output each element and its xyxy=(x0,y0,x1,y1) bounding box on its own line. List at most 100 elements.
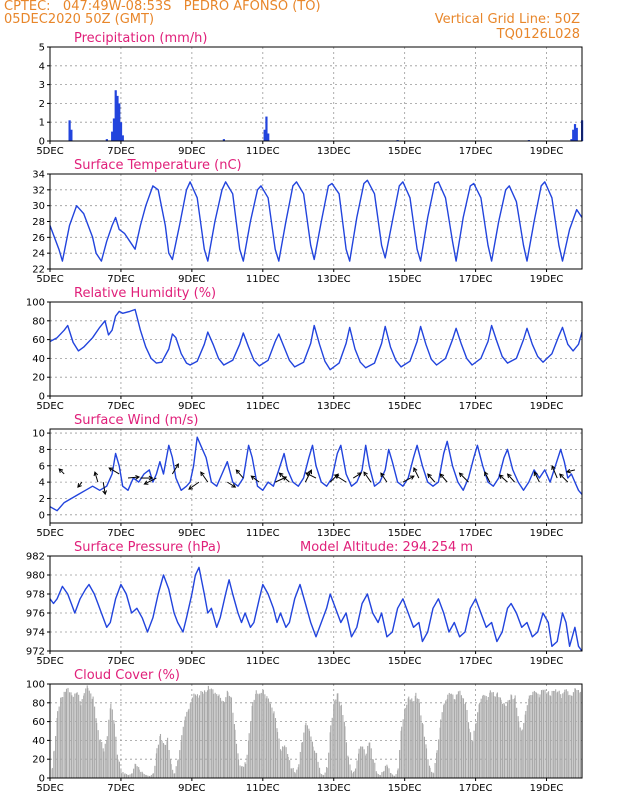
wind-vector-shaft xyxy=(533,471,540,483)
cloud-bar xyxy=(308,730,311,778)
cloud-bar xyxy=(477,712,479,778)
cloud-bar xyxy=(429,767,431,778)
cloud-bar xyxy=(377,774,379,778)
wind-vector-head xyxy=(439,473,445,479)
cloud-bar xyxy=(438,739,440,778)
temp-ytick-label: 30 xyxy=(32,201,45,212)
cloud-bar xyxy=(72,696,74,778)
cloud-bar xyxy=(374,762,376,778)
cloud-bar xyxy=(168,749,170,778)
cloud-bar xyxy=(80,705,82,778)
rh-xtick-label: 11DEC xyxy=(246,401,280,412)
cloud-bar xyxy=(207,685,209,778)
pres-xtick-label: 7DEC xyxy=(107,656,134,667)
cloud-bar xyxy=(184,716,186,778)
wind-vector-head xyxy=(135,475,141,480)
cloud-bar xyxy=(342,715,344,778)
temp-xtick-label: 13DEC xyxy=(317,274,351,285)
wind-vector-shaft xyxy=(108,467,120,475)
cloud-bar xyxy=(145,775,147,778)
cloud-bar xyxy=(579,691,582,778)
cloud-bar xyxy=(248,733,250,778)
cloud-bar xyxy=(347,757,350,778)
wind-vector xyxy=(278,472,290,483)
cloud-bar xyxy=(381,772,383,778)
wind-vector xyxy=(439,473,448,483)
cloud-bar xyxy=(138,769,140,778)
cloud-bar xyxy=(413,701,415,778)
cloud-bar xyxy=(447,694,449,778)
cloud-bar xyxy=(335,699,337,778)
cloud-bar xyxy=(363,749,365,778)
precip-ytick-label: 5 xyxy=(39,43,45,54)
cloud-xtick-label: 15DEC xyxy=(388,783,422,794)
cloud-bar xyxy=(548,691,550,778)
cloud-bar xyxy=(409,699,411,778)
cloud-bar xyxy=(195,695,197,778)
wind-xtick-label: 11DEC xyxy=(246,528,280,539)
precip-bar xyxy=(265,116,268,141)
cloud-bar xyxy=(351,773,353,778)
cloud-bar xyxy=(526,705,528,778)
rh-xtick-label: 9DEC xyxy=(178,401,205,412)
cloud-bar xyxy=(104,743,106,778)
cloud-bar xyxy=(62,696,64,778)
cloud-bar xyxy=(390,773,392,778)
cloud-bar xyxy=(207,690,209,778)
cloud-bar xyxy=(284,745,286,778)
cloud-bar xyxy=(360,746,362,778)
rh-xtick-label: 5DEC xyxy=(36,401,63,412)
pres-title: Surface Pressure (hPa) xyxy=(74,540,221,555)
cloud-bar xyxy=(576,690,578,778)
cloud-bar xyxy=(406,704,408,778)
wind-vector-shaft xyxy=(551,465,558,479)
cloud-bar xyxy=(217,696,219,778)
cloud-bar xyxy=(550,696,552,778)
wind-vector-shaft xyxy=(171,463,179,475)
wind-series-line xyxy=(49,436,583,512)
cloud-bar xyxy=(111,709,113,778)
cloud-bar xyxy=(291,768,293,778)
wind-vector-shaft xyxy=(279,472,290,483)
cloud-bar xyxy=(172,769,174,778)
pres-series-line xyxy=(49,566,583,652)
cloud-bar xyxy=(452,694,454,778)
cloud-bar xyxy=(125,774,128,778)
cloud-bar xyxy=(177,759,179,778)
precip-frame xyxy=(49,46,583,142)
cloud-bar xyxy=(519,727,521,778)
cloud-bar xyxy=(518,721,520,778)
pres-annotation: Model Altitude: 294.254 m xyxy=(300,540,473,555)
wind-vector xyxy=(188,481,200,490)
wind-vector-shaft xyxy=(235,469,244,479)
cloud-bar xyxy=(274,718,277,778)
temp-ytick-label: 22 xyxy=(32,265,45,276)
pres-ytick-label: 982 xyxy=(26,552,45,563)
cloud-bar xyxy=(129,774,131,778)
cloud-bar xyxy=(493,696,495,778)
temp-xtick-label: 7DEC xyxy=(107,274,134,285)
cloud-bar xyxy=(557,691,559,778)
cloud-bar xyxy=(159,733,162,778)
cloud-bar xyxy=(225,697,227,778)
wind-vector-head xyxy=(551,465,556,471)
cloud-bar xyxy=(473,730,475,778)
cloud-bar xyxy=(219,697,222,778)
cloud-bar xyxy=(562,693,564,778)
cloud-bar xyxy=(533,690,535,778)
cloud-bar xyxy=(472,741,474,778)
cloud-bar xyxy=(67,687,69,778)
cloud-bar xyxy=(514,695,516,778)
cloud-bar xyxy=(271,707,273,778)
wind-vector-shaft xyxy=(402,475,415,483)
cloud-bar xyxy=(528,695,530,778)
temp-ytick-label: 28 xyxy=(32,217,45,228)
rh-ytick-label: 60 xyxy=(32,335,45,346)
cloud-bar xyxy=(386,766,389,778)
cloud-bar xyxy=(494,696,496,778)
cloud-bar xyxy=(512,699,514,778)
cloud-bar xyxy=(498,697,500,778)
wind-ytick-label: 4 xyxy=(39,478,45,489)
cloud-bar xyxy=(448,692,450,778)
